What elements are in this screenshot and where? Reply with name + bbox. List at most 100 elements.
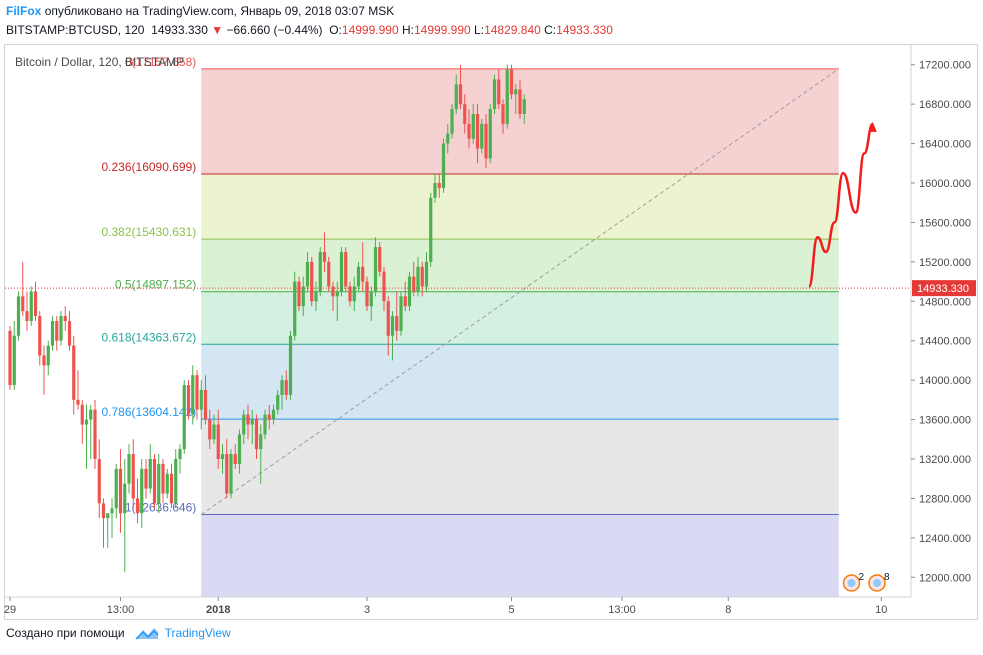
candle-body: [72, 345, 76, 400]
high-value: 14999.990: [413, 23, 471, 37]
candle-body: [416, 266, 420, 292]
y-tick-label: 12400.000: [919, 533, 971, 545]
candle-body: [437, 183, 441, 188]
candle-body: [424, 261, 429, 287]
candle-body: [178, 449, 182, 459]
y-tick-label: 14000.000: [919, 375, 971, 387]
chart-frame[interactable]: [4, 44, 978, 620]
candle-body: [301, 286, 305, 307]
x-tick-label: 13:00: [107, 604, 135, 616]
candle-body: [327, 261, 331, 287]
candle-body: [475, 114, 480, 149]
candle-body: [8, 330, 12, 386]
publish-line: FilFox опубликовано на TradingView.com, …: [6, 4, 966, 18]
candle-body: [148, 459, 152, 489]
candle-body: [322, 252, 327, 262]
chart-title: Bitcoin / Dollar, 120, BITSTAMP: [15, 55, 185, 69]
event-flag-icon-inner: [873, 579, 881, 587]
fib-trend-line: [200, 68, 840, 515]
candle-body: [399, 296, 403, 331]
candle-body: [110, 508, 114, 514]
candle-body: [441, 143, 446, 188]
candle-body: [467, 123, 471, 139]
ohlc-line: BITSTAMP:BTCUSD, 120 14933.330 ▼ −66.660…: [6, 23, 966, 37]
candle-body: [450, 109, 454, 134]
x-tick-label: 10: [875, 604, 887, 616]
fib-level-label: 0.618(14363.672): [102, 330, 197, 344]
plot-area: 0(17157.658) 0.236(16090.699) 0.382(15430.…: [5, 55, 911, 597]
published-text: опубликовано на TradingView.com, Январь …: [44, 4, 395, 18]
x-tick-label: 13:00: [608, 604, 636, 616]
candle-body: [67, 321, 72, 346]
candle-body: [271, 409, 276, 420]
x-tick-label: 3: [364, 604, 370, 616]
candle-body: [135, 498, 140, 514]
candle-body: [191, 375, 195, 415]
candle-body: [242, 414, 246, 435]
candle-body: [186, 385, 191, 415]
candle-body: [454, 84, 458, 110]
candle-body: [101, 503, 106, 519]
fib-zone: [201, 344, 839, 420]
candle-body: [263, 414, 267, 435]
candle-body: [97, 459, 101, 504]
tradingview-logo-icon: [135, 628, 159, 640]
y-tick-label: 16400.000: [919, 139, 971, 151]
candle-body: [420, 266, 424, 287]
candle-body: [118, 468, 123, 514]
fib-level-label: 0.5(14897.152): [115, 278, 196, 292]
candle-body: [140, 468, 144, 514]
candle-body: [429, 197, 433, 262]
candle-body: [237, 434, 242, 464]
change-arrow-icon: ▼: [211, 23, 224, 37]
event-flag-icon-inner: [847, 579, 856, 587]
x-tick-label: 8: [725, 604, 731, 616]
candle-body: [229, 454, 233, 494]
candle-body: [161, 463, 165, 494]
candle-body: [356, 266, 361, 287]
candle-body: [152, 459, 157, 504]
candle-body: [21, 296, 25, 312]
candle-body: [314, 291, 318, 302]
low-label: L:: [474, 23, 485, 37]
fib-level-label: 0.236(16090.699): [102, 160, 197, 174]
candle-body: [16, 296, 21, 336]
fib-zone: [201, 514, 839, 597]
candle-body: [212, 424, 216, 440]
projection-drawing: [807, 122, 874, 288]
candle-body: [225, 454, 229, 494]
candle-body: [433, 183, 437, 198]
candle-body: [174, 459, 178, 504]
candle-body: [12, 335, 16, 386]
y-tick-label: 12000.000: [919, 572, 971, 584]
tradingview-link[interactable]: TradingView: [135, 626, 231, 640]
candle-body: [318, 252, 322, 292]
candle-body: [280, 380, 284, 395]
candle-body: [29, 291, 33, 321]
candle-body: [305, 261, 310, 287]
close-value: 14933.330: [556, 23, 613, 37]
symbol-label: BITSTAMP:BTCUSD, 120: [6, 23, 145, 37]
candle-body: [344, 252, 348, 287]
candle-body: [80, 404, 84, 425]
candle-body: [276, 394, 280, 410]
candle-body: [492, 79, 497, 110]
candle-body: [480, 123, 484, 149]
candle-body: [89, 409, 93, 420]
open-label: O:: [329, 23, 342, 37]
candle-body: [123, 483, 127, 514]
candle-body: [169, 473, 174, 504]
author-link[interactable]: FilFox: [6, 4, 42, 18]
candle-body: [403, 296, 407, 307]
y-tick-label: 13600.000: [919, 415, 971, 427]
candle-body: [259, 434, 263, 450]
current-price-badge: [912, 280, 976, 297]
change-value: −66.660 (−0.44%): [226, 23, 323, 37]
fib-zone: [201, 174, 839, 240]
candle-body: [501, 104, 505, 124]
candle-body: [106, 513, 110, 519]
x-tick-label: 2018: [206, 604, 230, 616]
candle-body: [254, 419, 259, 450]
fib-zone: [201, 239, 839, 292]
